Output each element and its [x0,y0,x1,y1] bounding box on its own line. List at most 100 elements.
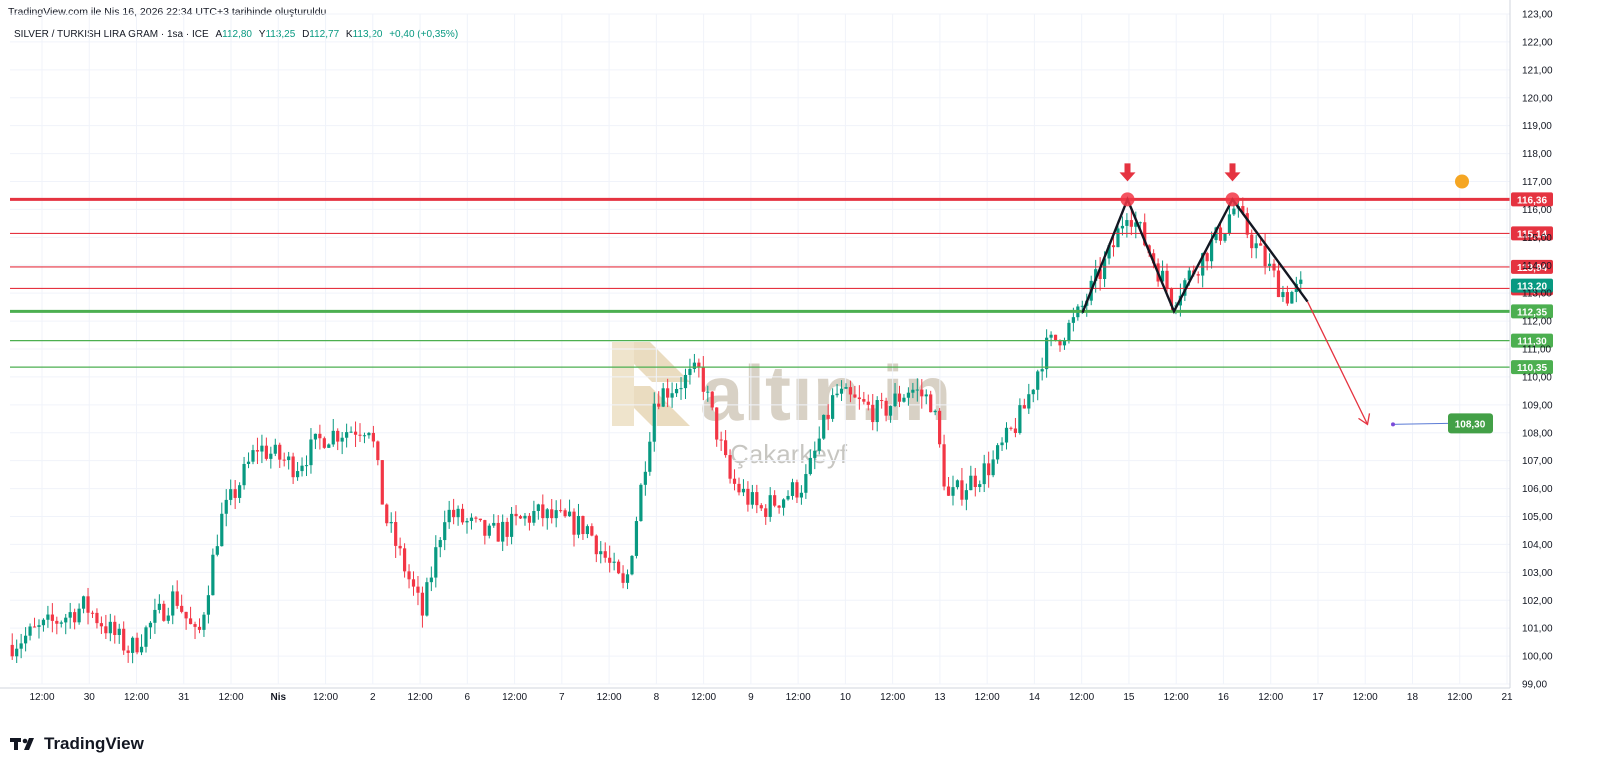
candle [41,618,46,632]
candle [411,571,416,596]
candle-body [385,504,389,524]
candle-body [643,471,647,485]
candle-body [862,399,866,402]
candle [1040,357,1044,381]
candle-body [1254,243,1258,249]
candle-body [969,475,973,491]
candle [95,608,99,629]
candle-body [81,596,86,609]
tradingview-logo[interactable]: TradingView [10,734,144,754]
candle-body [822,414,826,439]
candle [505,517,509,546]
candle-body [104,626,108,634]
y-tick-label: 104,00 [1522,540,1553,551]
candle [625,569,630,590]
candle [550,498,554,524]
candle [906,387,911,406]
candle-body [295,471,300,478]
x-tick-label: 8 [654,692,660,703]
double-top-pattern: 108,30 [1081,163,1493,434]
candle [385,503,389,527]
candle [666,378,670,408]
candle [340,431,344,455]
candle-body [50,614,54,621]
candle-body [238,485,242,498]
x-tick-label: 14 [1029,692,1041,703]
candle-body [434,547,438,578]
candle [184,611,188,630]
candle-body [514,513,518,517]
candle-body [880,400,884,402]
candle-body [817,438,821,451]
candle-body [897,393,902,402]
candle-body [309,439,313,466]
candle-body [1134,222,1138,227]
candle [358,423,362,442]
candle [345,423,349,448]
candle [982,454,986,493]
candle [741,479,746,497]
candle [371,425,375,448]
candle-body [866,401,870,405]
candle [692,353,696,373]
candle-body [501,521,505,542]
candle-body [300,465,304,472]
candle [108,613,112,642]
candle [706,385,710,402]
candle [715,407,719,447]
candle-body [420,592,425,616]
candle-body [1027,394,1031,409]
candle [946,477,951,496]
candle [193,621,197,640]
candle-body [336,430,340,442]
double-top-line [1081,196,1309,315]
candle-body [581,515,585,535]
candle-body [768,495,772,517]
candle-body [706,391,710,393]
candle [933,409,937,416]
candle-body [938,410,942,445]
candle [608,545,612,573]
level-label-bg [1511,192,1553,207]
y-tick-label: 103,00 [1522,568,1553,579]
candle-body [509,513,514,537]
candle [995,443,1000,464]
candle-body [1071,317,1075,323]
candle-body [175,591,179,606]
candle-body [313,433,318,440]
candle [924,389,928,405]
level-label-bg [1511,360,1553,375]
candle [1129,208,1133,236]
candle-body [1067,322,1071,341]
candle [991,450,995,478]
candle [318,424,322,450]
candle-body [1285,292,1289,304]
candle-body [567,511,572,517]
candle-body [304,465,309,467]
symbol-title[interactable]: SILVER / TURKISH LIRA GRAM · 1sa · ICE [14,29,209,40]
candle [242,456,246,490]
candle [786,490,790,501]
candle-body [737,483,741,493]
x-tick-label: 16 [1218,692,1230,703]
candle-body [282,459,286,461]
candle-body [349,431,353,433]
candle-body [590,526,594,536]
candle [233,480,237,510]
high-value: 113,25 [265,29,296,40]
candle [197,618,202,634]
candle [1196,271,1200,284]
candle-body [617,561,621,574]
candle [795,479,799,504]
x-tick-label: 31 [178,692,190,703]
candle [1272,259,1276,278]
candle [581,515,585,540]
candle-body [915,389,919,391]
projection-arrow-line [1306,301,1369,425]
candle-body [144,627,148,647]
candle-body [264,445,268,459]
low-label: D [302,29,310,40]
candle-body [483,520,487,536]
candle [269,446,273,469]
